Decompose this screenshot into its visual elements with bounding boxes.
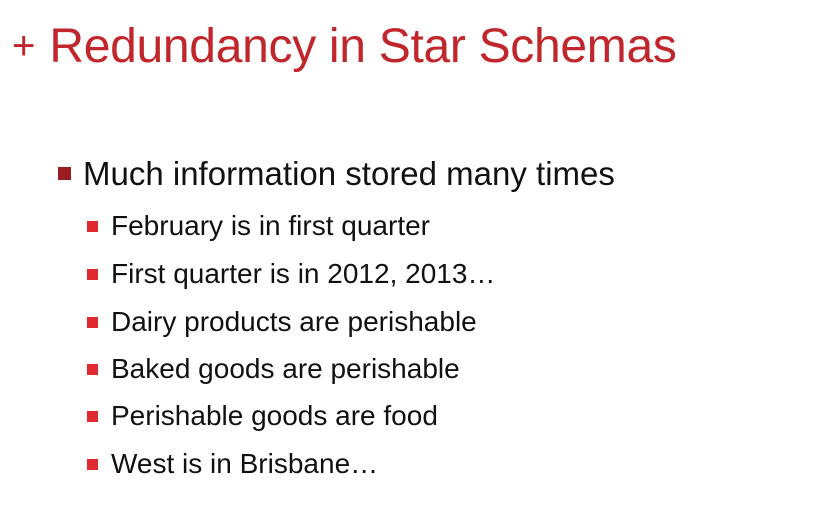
sub-bullet-item: February is in first quarter xyxy=(87,206,430,246)
sub-bullet-item: West is in Brisbane… xyxy=(87,444,378,484)
bullet-item-main: Much information stored many times xyxy=(58,150,615,196)
square-bullet-icon xyxy=(87,268,98,280)
square-bullet-icon xyxy=(87,220,98,232)
sub-bullet-text: February is in first quarter xyxy=(111,210,430,241)
square-bullet-icon xyxy=(58,166,71,180)
square-bullet-icon xyxy=(87,410,98,422)
sub-bullet-item: Baked goods are perishable xyxy=(87,349,460,389)
sub-bullet-text: West is in Brisbane… xyxy=(111,448,379,479)
sub-bullet-text: Perishable goods are food xyxy=(111,400,438,431)
plus-icon: + xyxy=(12,24,36,68)
sub-bullet-item: First quarter is in 2012, 2013… xyxy=(87,254,495,294)
sub-bullet-item: Dairy products are perishable xyxy=(87,302,477,342)
sub-bullet-item: Perishable goods are food xyxy=(87,396,438,436)
sub-bullet-text: First quarter is in 2012, 2013… xyxy=(111,258,496,289)
slide-title: + Redundancy in Star Schemas xyxy=(12,12,677,82)
sub-bullet-text: Baked goods are perishable xyxy=(111,353,460,384)
square-bullet-icon xyxy=(87,363,98,375)
slide-title-text: Redundancy in Star Schemas xyxy=(49,20,677,73)
square-bullet-icon xyxy=(87,458,98,470)
bullet-text-main: Much information stored many times xyxy=(83,154,615,192)
sub-bullet-text: Dairy products are perishable xyxy=(111,306,477,337)
square-bullet-icon xyxy=(87,316,98,328)
